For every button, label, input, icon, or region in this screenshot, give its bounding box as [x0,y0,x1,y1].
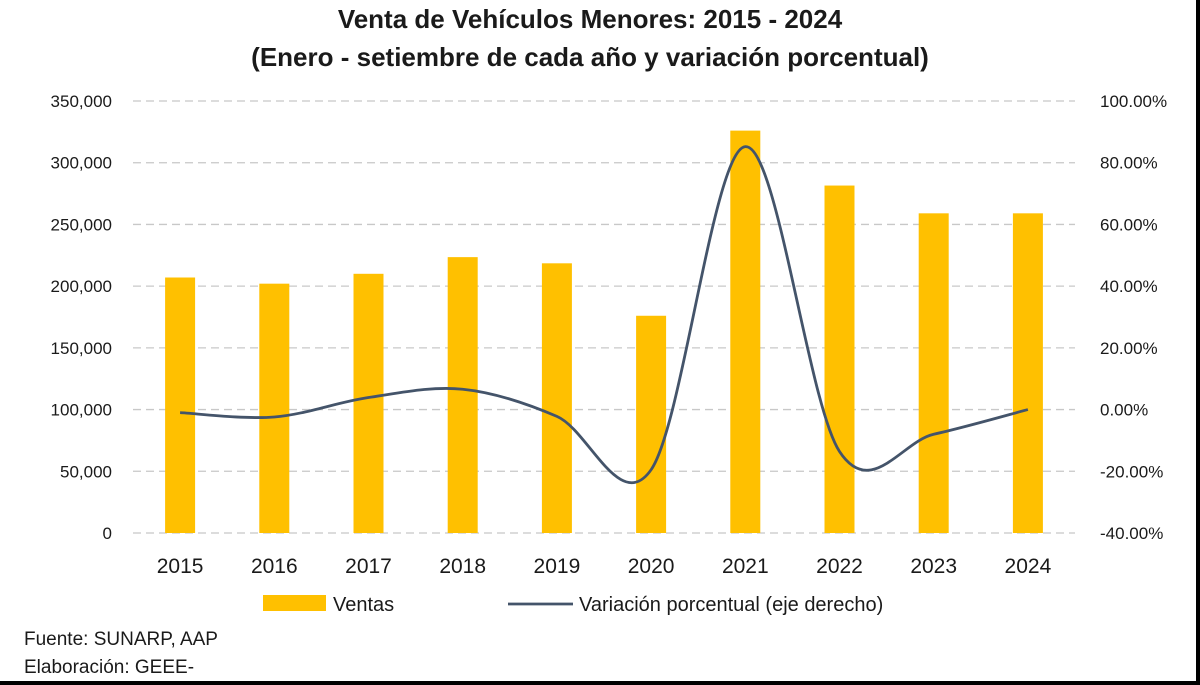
x-tick-label: 2023 [910,555,957,578]
chart-subtitle: (Enero - setiembre de cada año y variaci… [251,42,929,72]
y-left-tick-label: 50,000 [60,462,112,481]
y-left-tick-label: 0 [103,524,112,543]
bar-ventas [447,257,478,533]
y-left-tick-label: 300,000 [51,154,112,173]
legend-label-variacion: Variación porcentual (eje derecho) [579,594,883,616]
x-tick-label: 2022 [816,555,863,578]
bar-ventas [259,283,290,533]
x-tick-label: 2015 [157,555,204,578]
y-right-tick-label: -40.00% [1100,524,1163,543]
line-variacion-porcentual [180,145,1029,485]
y-left-tick-label: 350,000 [51,92,112,111]
bar-ventas [541,263,572,533]
bar-ventas [1012,213,1043,533]
x-tick-label: 2020 [628,555,675,578]
y-right-tick-label: 100.00% [1100,92,1167,111]
y-left-tick-label: 150,000 [51,339,112,358]
y-right-tick-label: 40.00% [1100,277,1158,296]
bar-ventas [353,273,384,533]
x-tick-label: 2018 [439,555,486,578]
x-tick-label: 2024 [1005,555,1052,578]
y-right-tick-label: 60.00% [1100,215,1158,234]
x-tick-label: 2021 [722,555,769,578]
source-note: Fuente: SUNARP, AAP [24,629,218,650]
y-left-tick-label: 100,000 [51,401,112,420]
y-right-tick-label: 20.00% [1100,339,1158,358]
x-tick-label: 2016 [251,555,298,578]
bar-ventas [636,315,667,533]
bar-ventas [165,277,196,533]
elaboration-note: Elaboración: GEEE- [24,657,195,678]
legend-label-ventas: Ventas [333,594,394,616]
bar-ventas [918,213,949,533]
y-right-tick-label: -20.00% [1100,462,1163,481]
x-tick-label: 2017 [345,555,392,578]
bar-ventas [824,185,855,533]
y-left-tick-label: 200,000 [51,277,112,296]
chart-title: Venta de Vehículos Menores: 2015 - 2024 [337,4,843,34]
y-right-tick-label: 0.00% [1100,401,1148,420]
legend-swatch-ventas [263,595,326,611]
y-right-tick-label: 80.00% [1100,154,1158,173]
bar-ventas [730,130,761,533]
y-left-tick-label: 250,000 [51,215,112,234]
x-tick-label: 2019 [534,555,581,578]
